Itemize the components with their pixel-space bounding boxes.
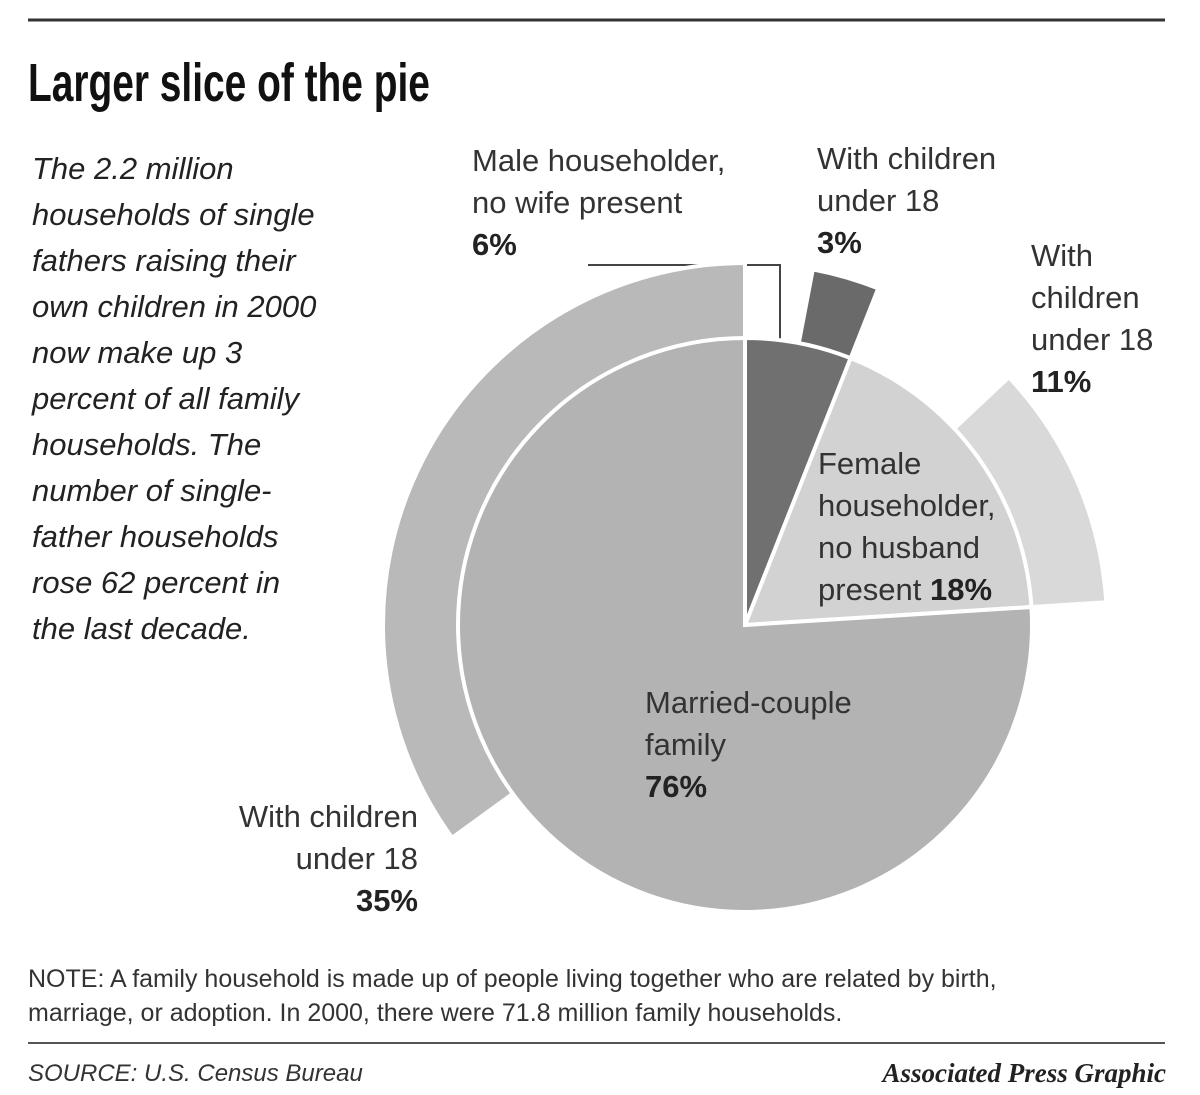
description-line: rose 62 percent in: [32, 565, 281, 600]
label-line: householder,: [818, 488, 996, 523]
label-line: Female: [818, 446, 922, 481]
label-line: under 18: [1031, 322, 1154, 357]
label-line: no husband: [818, 530, 981, 565]
slice: [741, 355, 1034, 628]
label-line: Male householder,: [472, 143, 726, 178]
label-line: With children: [238, 799, 418, 834]
slice: [456, 335, 1034, 914]
value-label: 11%: [1031, 364, 1092, 399]
label-line: With: [1031, 238, 1093, 273]
sub-label: With children under 18 3%: [817, 138, 996, 264]
description-line: households of single: [32, 197, 315, 232]
description: The 2.2 million households of single fathe…: [32, 146, 316, 652]
slice-label: Female householder, no husband present 1…: [818, 443, 996, 611]
description-line: now make up 3: [32, 335, 243, 370]
source: SOURCE: U.S. Census Bureau: [28, 1060, 363, 1087]
label-line: Married-couple: [645, 685, 852, 720]
value-label: 76%: [645, 769, 708, 804]
value-label: 18%: [930, 572, 993, 607]
description-line: number of single-: [32, 473, 272, 508]
note: NOTE: A family household is made up of p…: [28, 962, 997, 1030]
label-line: present 18%: [818, 569, 996, 611]
label-line: under 18: [817, 183, 940, 218]
sub-label: With children under 18 35%: [239, 796, 418, 922]
pie: [381, 260, 1109, 914]
description-line: fathers raising their: [32, 243, 296, 278]
chart-title: Larger slice of the pie: [28, 53, 430, 113]
label-text: present: [818, 572, 922, 607]
description-line: percent of all family: [32, 381, 300, 416]
value-label: 3%: [817, 225, 862, 260]
label-line: children: [1031, 280, 1140, 315]
description-line: father households: [32, 519, 279, 554]
label-line: family: [645, 727, 726, 762]
value-label: 6%: [472, 227, 517, 262]
note-line: NOTE: A family household is made up of p…: [28, 965, 997, 993]
label-line: under 18: [295, 841, 418, 876]
note-line: marriage, or adoption. In 2000, there we…: [28, 999, 843, 1027]
description-line: The 2.2 million: [32, 151, 234, 186]
description-line: own children in 2000: [32, 289, 317, 324]
label-line: With children: [817, 141, 997, 176]
label-line: no wife present: [472, 185, 683, 220]
slice-label: Male householder, no wife present 6%: [472, 140, 725, 266]
value-label: 35%: [355, 883, 418, 918]
sub-label: With children under 18 11%: [1031, 235, 1153, 403]
description-line: households. The: [32, 427, 262, 462]
slice-label: Married-couple family 76%: [645, 682, 852, 808]
credit: Associated Press Graphic: [882, 1058, 1167, 1088]
description-line: the last decade.: [32, 611, 251, 646]
